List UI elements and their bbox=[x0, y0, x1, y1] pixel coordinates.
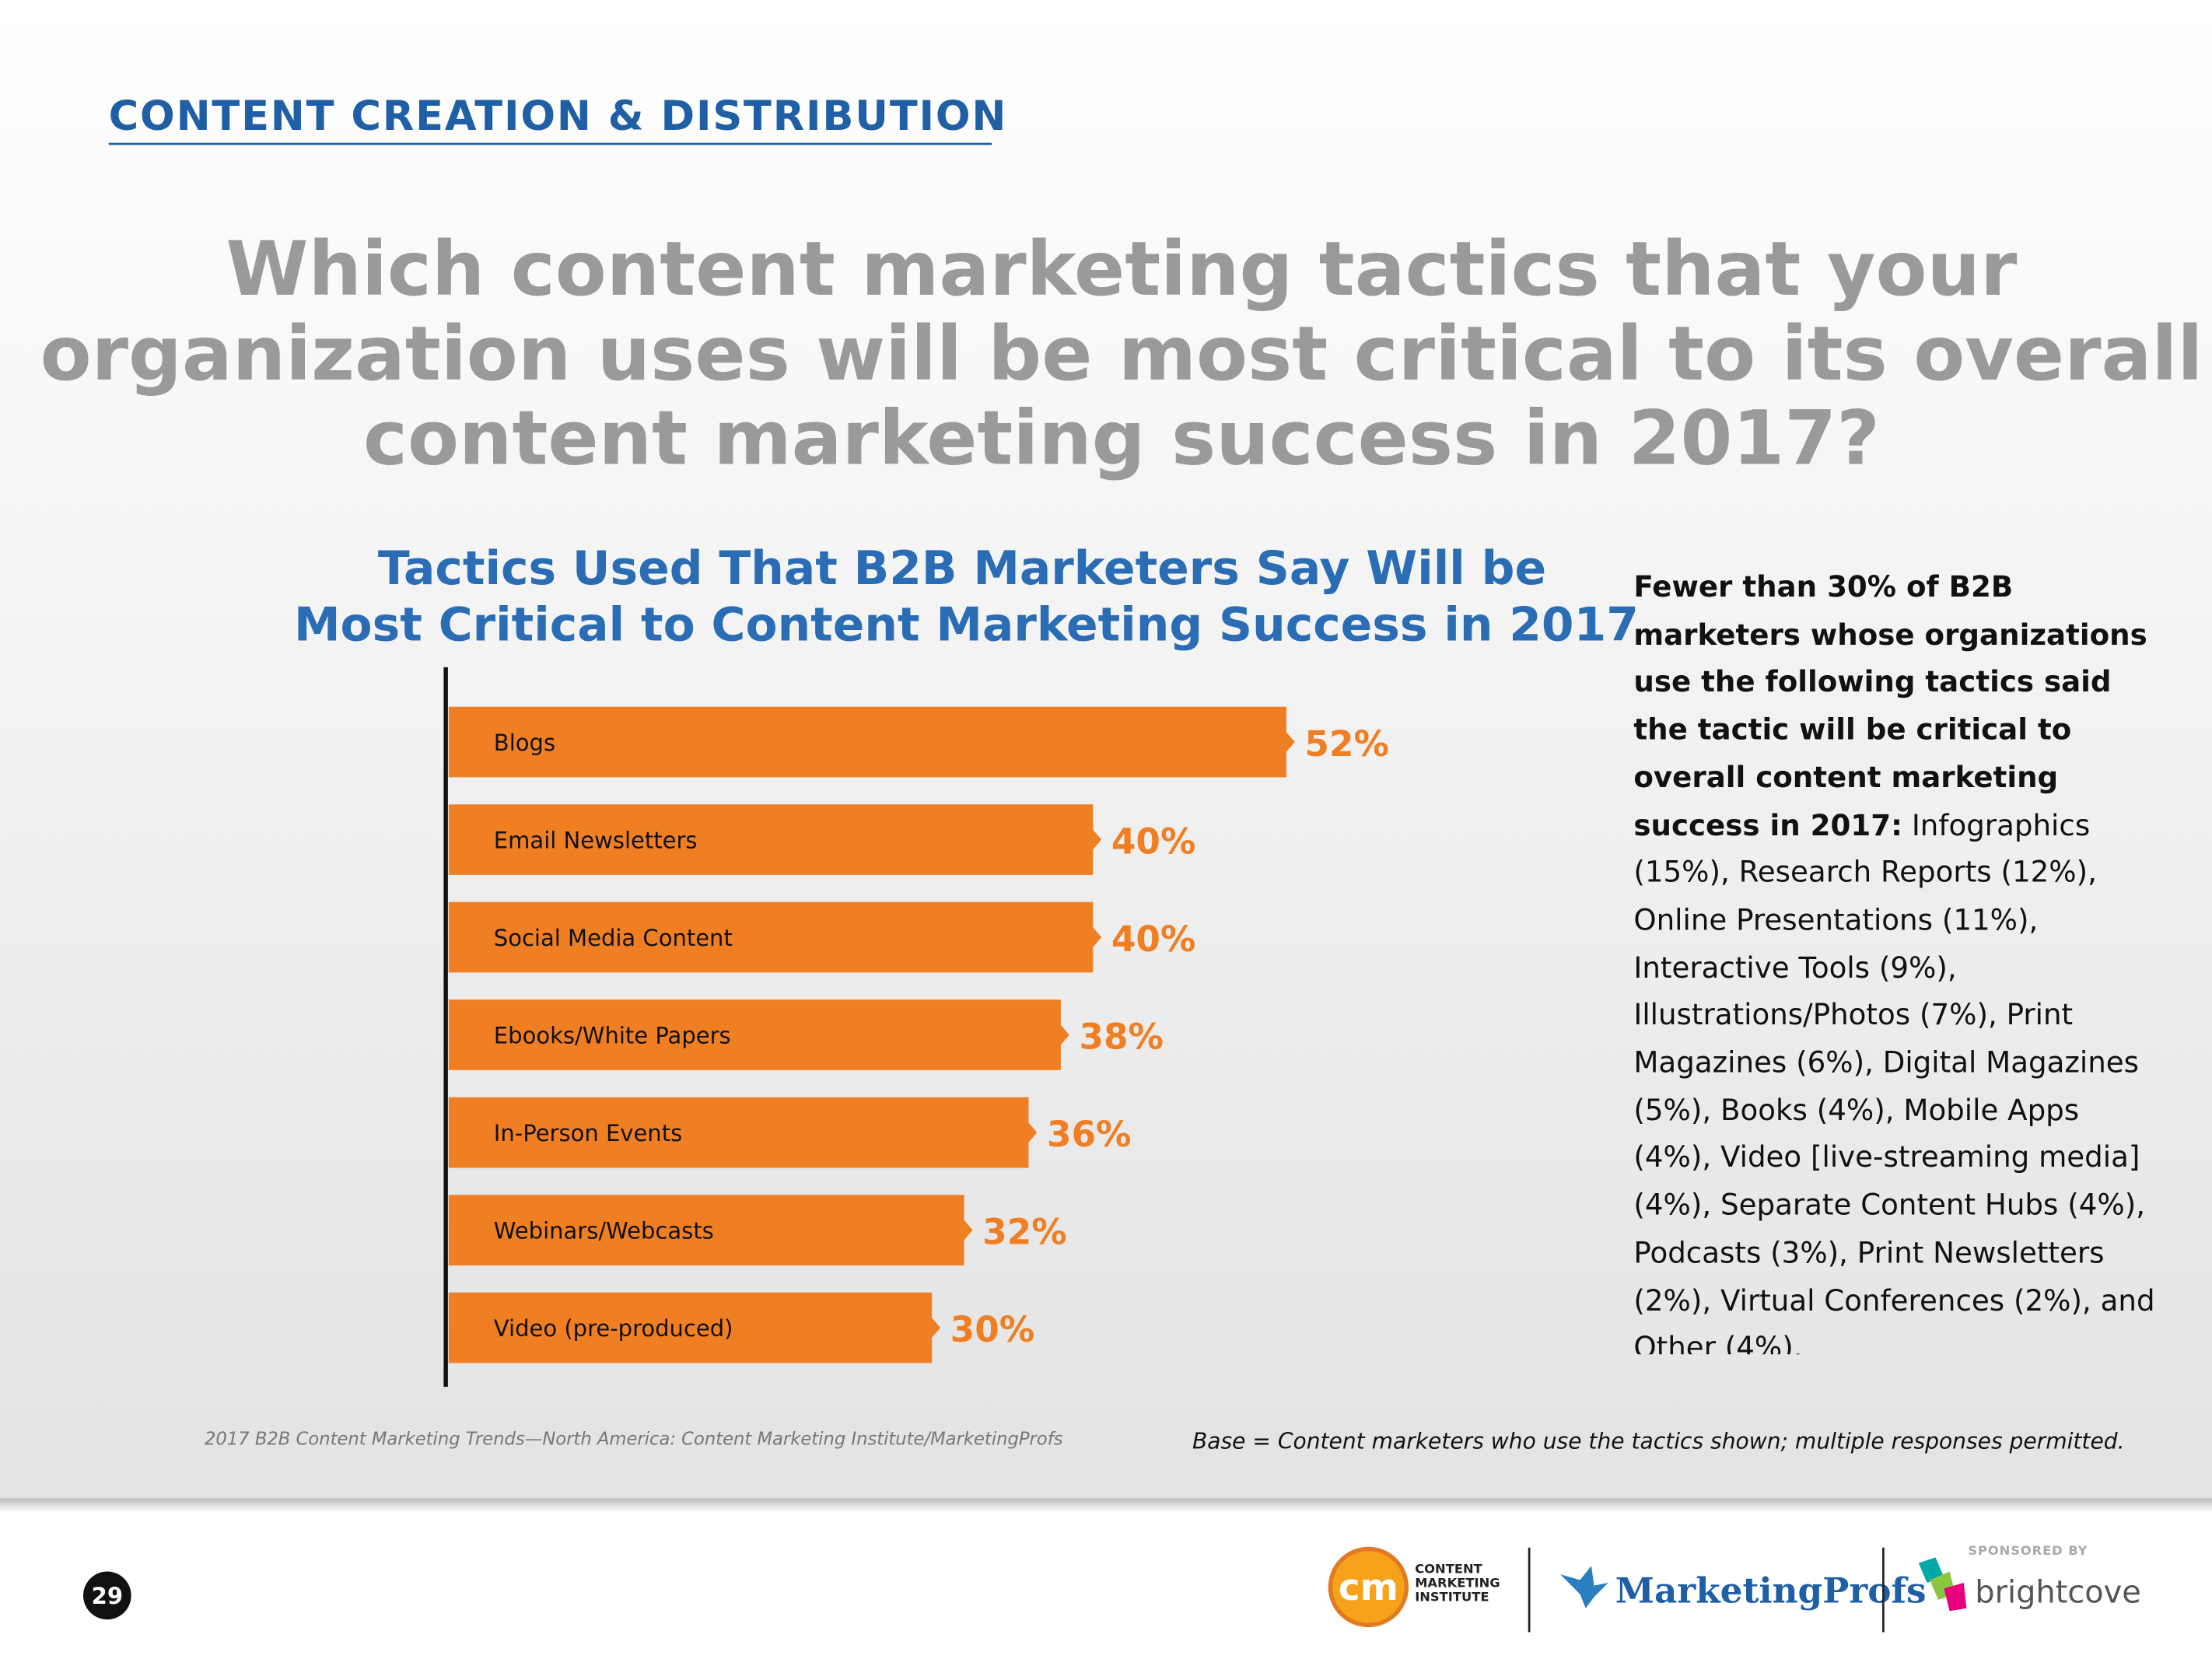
page-badge bbox=[83, 1571, 131, 1620]
cmi-name: CONTENT MARKETING INSTITUTE bbox=[1415, 1561, 1500, 1604]
category-label: In-Person Events bbox=[494, 1120, 682, 1146]
marketingprofs-logo: MarketingProfs bbox=[1615, 1569, 1927, 1611]
note-bold: Fewer than 30% of B2B marketers whose or… bbox=[1633, 569, 2147, 842]
chart-title: Tactics Used That B2B Marketers Say Will… bbox=[294, 541, 1639, 653]
value-label: 36% bbox=[1047, 1114, 1132, 1155]
category-label: Video (pre-produced) bbox=[494, 1315, 733, 1342]
category-label: Social Media Content bbox=[494, 925, 733, 951]
section-header: CONTENT CREATION & DISTRIBUTION bbox=[109, 93, 1008, 140]
source: 2017 B2B Content Marketing Trends—North … bbox=[205, 1429, 1063, 1449]
question-line: content marketing success in 2017? bbox=[363, 395, 1880, 482]
value-label: 40% bbox=[1111, 919, 1196, 960]
cmi-name-line: CONTENT bbox=[1415, 1561, 1482, 1576]
value-label: 52% bbox=[1304, 723, 1389, 765]
cmi-name-line: INSTITUTE bbox=[1415, 1590, 1489, 1605]
marketingprofs-bird bbox=[1560, 1566, 1608, 1608]
note-text: Infographics (15%), Research Reports (12… bbox=[1633, 807, 2155, 1355]
question-line: organization uses will be most critical … bbox=[40, 310, 2203, 397]
category-label: Ebooks/White Papers bbox=[494, 1022, 731, 1048]
question-line: Which content marketing tactics that you… bbox=[226, 226, 2018, 313]
bar bbox=[448, 999, 1069, 1070]
bar bbox=[448, 706, 1295, 778]
footer-shadow bbox=[0, 1498, 2212, 1513]
bar bbox=[448, 901, 1102, 973]
value-label: 40% bbox=[1111, 821, 1196, 863]
cmi-name-line: MARKETING bbox=[1415, 1575, 1500, 1590]
value-label: 32% bbox=[982, 1212, 1067, 1253]
category-label: Blogs bbox=[494, 730, 555, 756]
note: Fewer than 30% of B2B marketers whose or… bbox=[1633, 565, 2155, 1355]
bar bbox=[448, 1195, 973, 1265]
chart-title-line: Tactics Used That B2B Marketers Say Will… bbox=[378, 541, 1546, 596]
chart-title-line: Most Critical to Content Marketing Succe… bbox=[294, 597, 1639, 652]
category-label: Webinars/Webcasts bbox=[494, 1217, 714, 1244]
base-note: Base = Content marketers who use the tac… bbox=[1192, 1429, 2125, 1454]
bar bbox=[448, 804, 1102, 875]
bar bbox=[448, 1097, 1038, 1168]
question: Which content marketing tactics that you… bbox=[40, 226, 2203, 482]
brightcove-logo: brightcove bbox=[1975, 1574, 2141, 1610]
cmi-badge: cm bbox=[1339, 1566, 1398, 1609]
value-label: 30% bbox=[950, 1309, 1035, 1350]
cmi-logo bbox=[1328, 1546, 1409, 1628]
note-box: Fewer than 30% of B2B marketers whose or… bbox=[1633, 565, 2155, 1355]
sponsored-by: SPONSORED BY bbox=[1968, 1543, 2088, 1558]
category-label: Email Newsletters bbox=[494, 827, 698, 853]
brightcove-shape bbox=[1944, 1583, 1967, 1612]
bar bbox=[448, 1292, 941, 1363]
value-label: 38% bbox=[1079, 1017, 1164, 1058]
plot: Blogs 52% Email Newsletters 40% Social Media… bbox=[448, 706, 1389, 1363]
brightcove-shape bbox=[1918, 1557, 1944, 1584]
page-number: 29 bbox=[92, 1583, 123, 1609]
brightcove-mark bbox=[1918, 1557, 1967, 1612]
